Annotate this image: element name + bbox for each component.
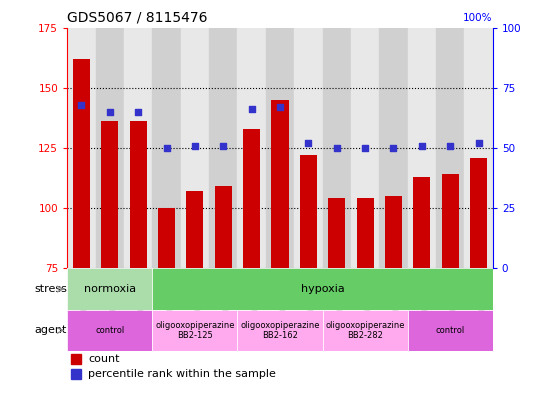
Point <box>361 145 370 151</box>
Point <box>77 101 86 108</box>
Point <box>162 145 171 151</box>
Bar <box>152 310 237 351</box>
Point <box>389 145 398 151</box>
Bar <box>323 28 351 268</box>
Bar <box>470 158 487 268</box>
Bar <box>243 129 260 268</box>
Bar <box>129 121 147 268</box>
Bar <box>209 28 237 268</box>
Point <box>190 142 199 149</box>
Text: stress: stress <box>34 284 67 294</box>
Bar <box>152 268 493 310</box>
Point <box>446 142 455 149</box>
Bar <box>323 310 408 351</box>
Point <box>304 140 313 146</box>
Text: 100%: 100% <box>463 13 493 23</box>
Text: oligooxopiperazine
BB2-125: oligooxopiperazine BB2-125 <box>155 321 235 340</box>
Text: percentile rank within the sample: percentile rank within the sample <box>88 369 276 379</box>
Bar <box>300 155 317 268</box>
Bar <box>186 191 203 268</box>
Bar <box>408 28 436 268</box>
Point <box>332 145 341 151</box>
Text: agent: agent <box>35 325 67 335</box>
Bar <box>328 198 346 268</box>
Bar <box>237 28 266 268</box>
Bar <box>413 177 431 268</box>
Text: oligooxopiperazine
BB2-282: oligooxopiperazine BB2-282 <box>325 321 405 340</box>
Text: control: control <box>436 326 465 335</box>
Bar <box>351 28 379 268</box>
Bar <box>464 28 493 268</box>
Bar <box>67 268 152 310</box>
Point <box>105 108 114 115</box>
Bar <box>408 310 493 351</box>
Bar <box>181 28 209 268</box>
Bar <box>272 100 288 268</box>
Bar <box>237 310 323 351</box>
Point <box>247 106 256 112</box>
Bar <box>357 198 374 268</box>
Bar <box>158 208 175 268</box>
Bar <box>436 28 464 268</box>
Point <box>417 142 426 149</box>
Text: control: control <box>95 326 124 335</box>
Point <box>276 104 284 110</box>
Bar <box>67 28 96 268</box>
Bar <box>124 28 152 268</box>
Point <box>474 140 483 146</box>
Point <box>134 108 143 115</box>
Bar <box>101 121 118 268</box>
Text: count: count <box>88 354 120 364</box>
Bar <box>442 174 459 268</box>
Bar <box>152 28 181 268</box>
Bar <box>294 28 323 268</box>
Text: normoxia: normoxia <box>83 284 136 294</box>
Bar <box>96 28 124 268</box>
Point <box>219 142 228 149</box>
Bar <box>214 186 232 268</box>
Text: hypoxia: hypoxia <box>301 284 344 294</box>
Bar <box>67 310 152 351</box>
Text: GDS5067 / 8115476: GDS5067 / 8115476 <box>67 11 208 25</box>
Bar <box>379 28 408 268</box>
Text: oligooxopiperazine
BB2-162: oligooxopiperazine BB2-162 <box>240 321 320 340</box>
Bar <box>385 196 402 268</box>
Bar <box>73 59 90 268</box>
Bar <box>266 28 294 268</box>
